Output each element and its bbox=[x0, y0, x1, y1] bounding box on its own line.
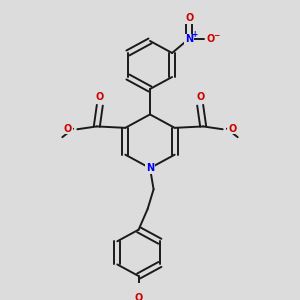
Text: O: O bbox=[64, 124, 72, 134]
Text: O: O bbox=[185, 13, 193, 23]
Text: N: N bbox=[185, 34, 193, 44]
Text: O: O bbox=[228, 124, 236, 134]
Text: O: O bbox=[96, 92, 104, 102]
Text: −: − bbox=[214, 32, 220, 40]
Text: +: + bbox=[191, 30, 198, 39]
Text: N: N bbox=[146, 163, 154, 173]
Text: O: O bbox=[206, 34, 214, 44]
Text: O: O bbox=[134, 293, 143, 300]
Text: O: O bbox=[196, 92, 204, 102]
